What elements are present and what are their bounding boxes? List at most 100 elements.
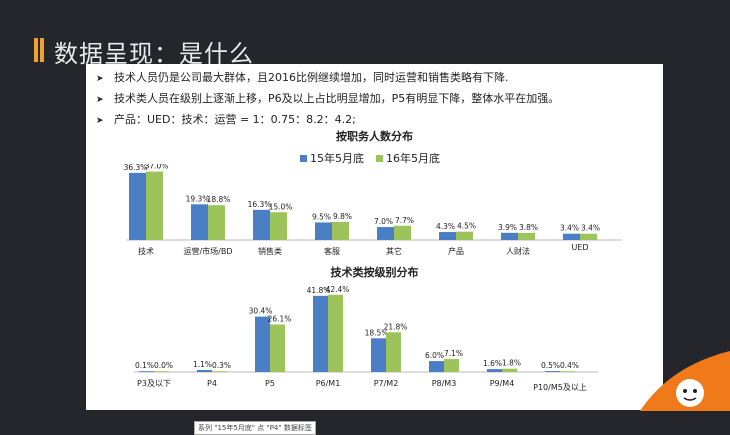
chart2-plot[interactable]: 0.1% 0.0% P3及以下 1.1% 0.3% P4 30.4%26.1% P5 41.8%…: [86, 286, 663, 408]
data-label: 41.8%: [307, 286, 331, 295]
data-label: 42.4%: [326, 286, 350, 294]
category-label: UED: [571, 243, 588, 252]
chart1-plot[interactable]: 36.3%37.0% 技术 19.3%18.8% 运营/市场/BD 16.3%15.0%…: [86, 164, 663, 264]
bar-series2: [456, 231, 473, 240]
data-label: 18.8%: [207, 195, 231, 204]
bullet-text: 产品：UED：技术：运营 = 1：0.75：8.2：4.2;: [114, 113, 356, 126]
bar-series2: [444, 359, 459, 372]
chart1-title: 按职务人数分布: [336, 130, 413, 143]
legend-label: 16年5月底: [386, 152, 440, 165]
bar-series1: [545, 371, 560, 372]
legend-swatch-blue: [300, 154, 307, 162]
data-label: 30.4%: [249, 307, 273, 316]
data-label: 26.1%: [268, 314, 292, 323]
category-label: P10/M5及以上: [533, 383, 587, 392]
data-label: 36.3%: [124, 164, 148, 172]
bar-series1: [429, 361, 444, 372]
bar-series2: [270, 212, 287, 240]
data-label: 3.9%: [498, 223, 517, 232]
bar-series2: [386, 332, 401, 372]
bar-series1: [371, 338, 386, 372]
data-label: 15.0%: [269, 202, 293, 211]
bar-series2: [502, 368, 517, 372]
data-label: 0.5%: [541, 361, 560, 370]
content-panel: ➤ 技术人员仍是公司最大群体，且2016比例继续增加，同时运营和销售类略有下降. …: [86, 64, 663, 435]
category-label: 产品: [448, 246, 464, 256]
title-accent-bar: [34, 38, 38, 62]
data-label: 6.0%: [425, 351, 444, 360]
bar-series1: [139, 371, 154, 372]
legend-label: 15年5月底: [310, 152, 364, 165]
data-label: 4.5%: [457, 222, 476, 231]
bullet-text: 技术人员仍是公司最大群体，且2016比例继续增加，同时运营和销售类略有下降.: [114, 71, 509, 84]
legend-item-series2[interactable]: 16年5月底: [376, 150, 440, 166]
bar-series1: [377, 227, 394, 240]
arrow-bullet-icon: ➤: [96, 74, 104, 84]
category-label: P3及以下: [137, 379, 171, 388]
bar-series1: [197, 369, 212, 372]
legend-swatch-green: [376, 154, 383, 162]
orange-mascot-decoration: [640, 351, 730, 411]
category-label: P7/M2: [374, 379, 399, 388]
data-label: 0.3%: [212, 361, 231, 370]
title-accent-bar-2: [40, 38, 44, 62]
data-label: 1.1%: [193, 360, 212, 369]
legend-item-series1[interactable]: 15年5月底: [300, 150, 364, 166]
bar-series1: [255, 316, 270, 372]
data-label: 0.0%: [154, 361, 173, 370]
slide-title: 数据呈现：是什么: [54, 40, 254, 68]
bullet-item: ➤ 技术类人员在级别上逐渐上移，P6及以上占比明显增加，P5有明显下降，整体水平在…: [96, 89, 559, 110]
bullet-item: ➤ 技术人员仍是公司最大群体，且2016比例继续增加，同时运营和销售类略有下降.: [96, 68, 559, 89]
bar-series1: [313, 295, 328, 372]
data-label: 9.8%: [333, 212, 352, 221]
category-label: P8/M3: [432, 379, 457, 388]
bullet-list: ➤ 技术人员仍是公司最大群体，且2016比例继续增加，同时运营和销售类略有下降. …: [96, 68, 559, 131]
bar-series1: [253, 209, 270, 240]
data-label: 37.0%: [145, 164, 169, 171]
category-label: 技术: [138, 246, 154, 256]
data-label: 16.3%: [248, 200, 272, 209]
data-label: 7.7%: [395, 216, 414, 225]
bar-series2: [270, 324, 285, 372]
arrow-bullet-icon: ➤: [96, 95, 104, 105]
bar-series2: [332, 221, 349, 240]
category-label: P5: [265, 379, 275, 388]
category-label: 人财法: [506, 246, 530, 256]
data-label: 0.1%: [135, 361, 154, 370]
bar-series1: [563, 233, 580, 240]
bar-series2: [394, 225, 411, 240]
data-label: 19.3%: [186, 194, 210, 203]
bullet-item: ➤ 产品：UED：技术：运营 = 1：0.75：8.2：4.2;: [96, 110, 559, 131]
data-label: 7.0%: [374, 217, 393, 226]
data-label: 3.8%: [519, 223, 538, 232]
data-label: 1.6%: [483, 359, 502, 368]
data-label: 4.3%: [436, 222, 455, 231]
bar-series1: [191, 204, 208, 240]
data-label: 21.8%: [384, 322, 408, 331]
chart2-title: 技术类按级别分布: [330, 266, 419, 279]
bar-series1: [487, 369, 502, 372]
bullet-text: 技术类人员在级别上逐渐上移，P6及以上占比明显增加，P5有明显下降，整体水平在加…: [114, 92, 560, 105]
arrow-bullet-icon: ➤: [96, 116, 104, 126]
category-label: 销售类: [258, 246, 282, 256]
data-label: 0.4%: [560, 361, 579, 370]
bar-series2: [154, 371, 169, 372]
data-label: 3.4%: [560, 224, 579, 233]
bar-series2: [146, 171, 163, 240]
data-label: 3.4%: [581, 224, 600, 233]
bar-series1: [439, 232, 456, 240]
bar-series2: [580, 233, 597, 240]
bar-series1: [315, 222, 332, 240]
data-label: 1.8%: [502, 359, 521, 368]
bar-series2: [560, 371, 575, 372]
category-label: 客服: [324, 246, 340, 256]
bar-series2: [328, 294, 343, 372]
bar-series1: [501, 232, 518, 240]
bar-series1: [129, 172, 146, 240]
category-label: 其它: [386, 246, 402, 256]
chart1-legend[interactable]: 15年5月底 16年5月底: [300, 150, 440, 166]
bar-series2: [208, 205, 225, 240]
data-label: 9.5%: [312, 212, 331, 221]
data-label: 7.1%: [444, 349, 463, 358]
category-label: 运营/市场/BD: [183, 246, 232, 256]
